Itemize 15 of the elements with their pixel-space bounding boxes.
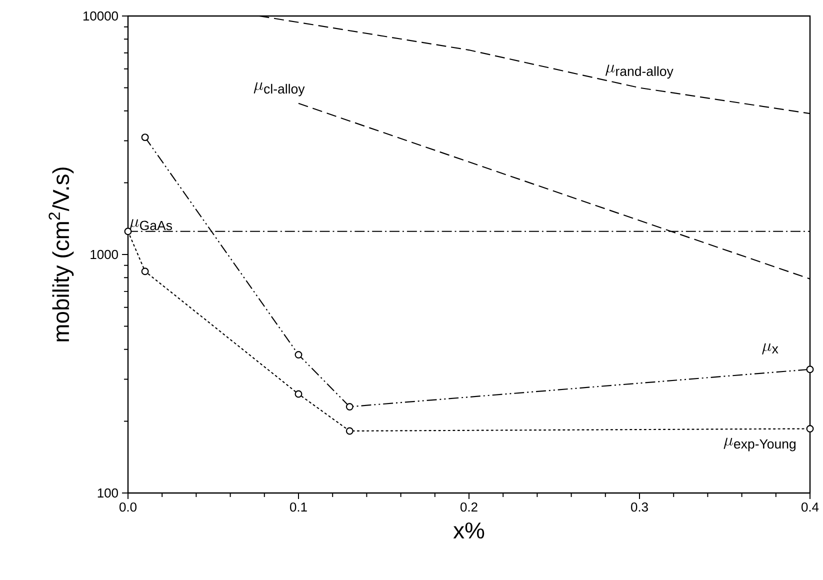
series-label: $\mu_{\text{cl-alloy}}$ (254, 82, 305, 96)
series-label: $\mu_{\text{x}}$ (762, 343, 778, 355)
x-tick-label: 0.2 (460, 502, 478, 512)
x-tick-label: 0.0 (120, 502, 137, 512)
y-tick-label: 1000 (90, 250, 118, 260)
x-tick-label: 0.3 (631, 502, 648, 512)
y-axis-title: mobility (cm$^{2}$/V.s) (48, 168, 74, 342)
x-tick-label: 0.1 (290, 502, 307, 512)
y-tick-label: 10000 (83, 11, 118, 21)
series-label: $\mu_{\text{rand-alloy}}$ (606, 64, 674, 79)
x-axis-title: x% (453, 522, 484, 539)
y-tick-label: 100 (98, 488, 118, 498)
ref-line-label: $\mu_{\text{GaAs}}$ (130, 219, 172, 230)
x-tick-label: 0.4 (802, 502, 819, 512)
series-label: $\mu_{\text{exp-Young}}$ (724, 438, 796, 452)
